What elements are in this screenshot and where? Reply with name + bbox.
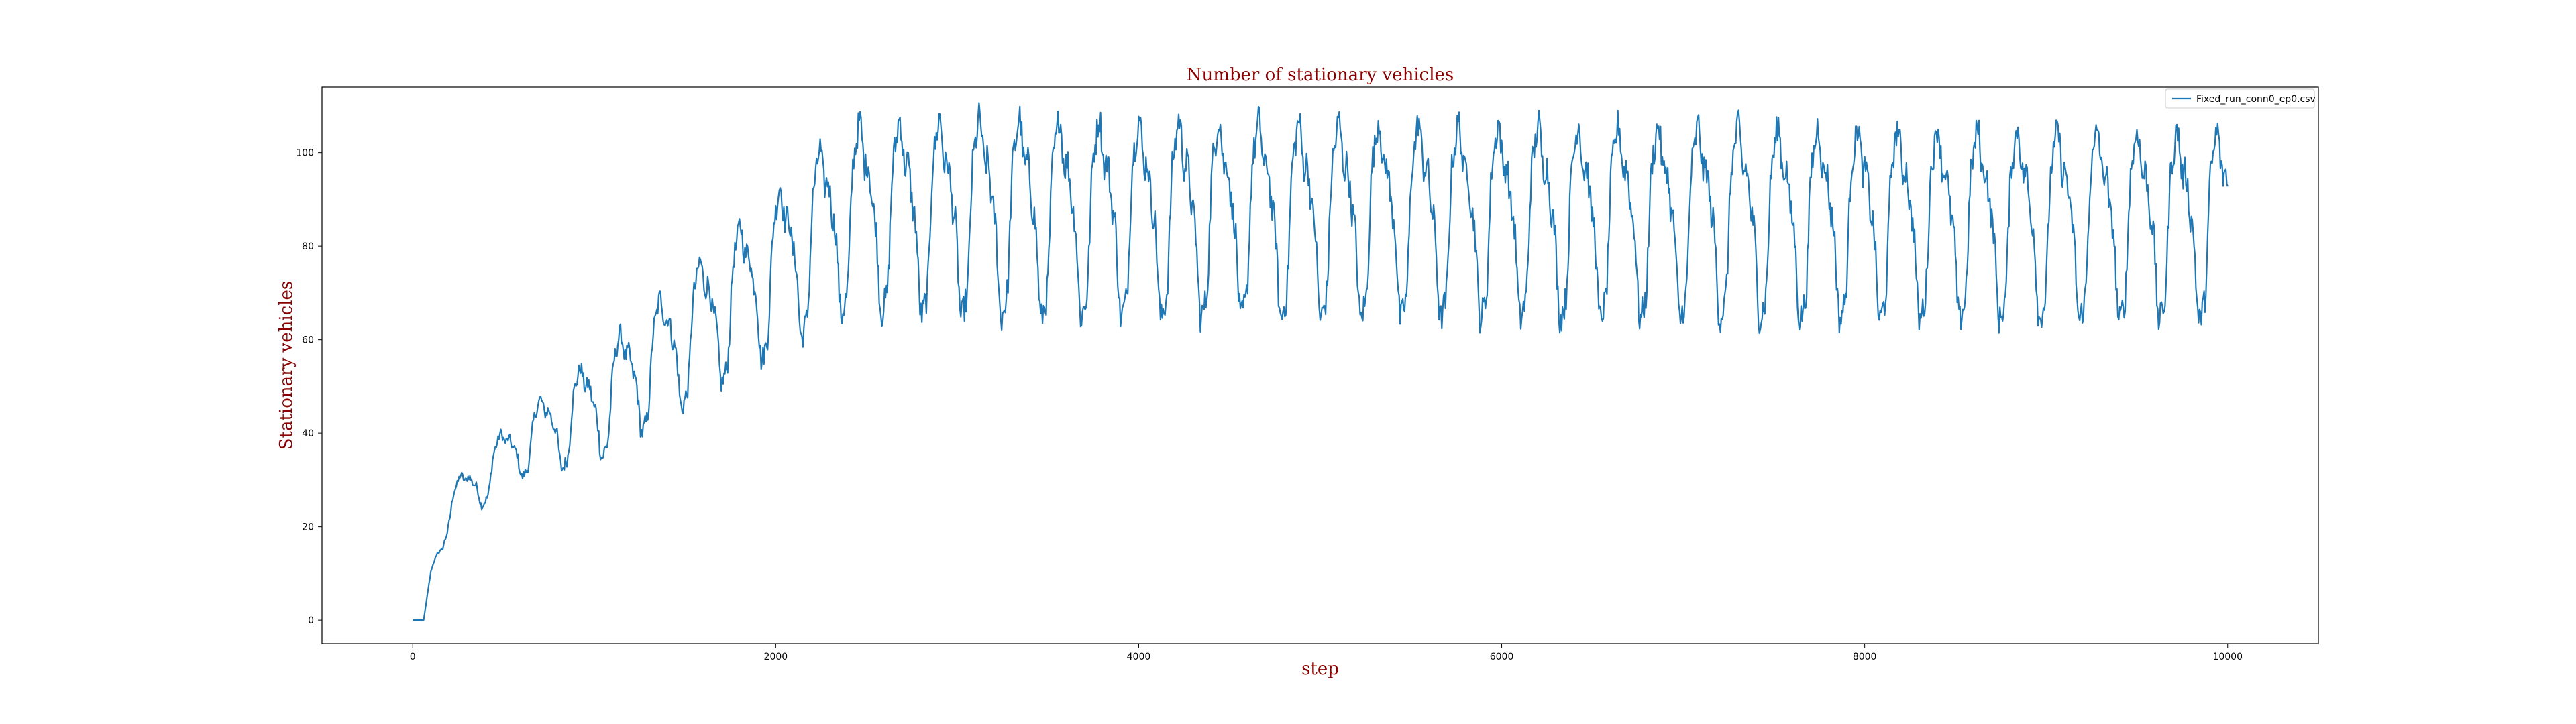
y-axis-ticks: 0 20 40 60 80 100 — [296, 148, 322, 626]
x-tick-label: 4000 — [1127, 652, 1151, 662]
x-tick-label: 10000 — [2212, 652, 2243, 662]
y-axis-label: Stationary vehicles — [276, 281, 297, 450]
x-tick-label: 6000 — [1490, 652, 1514, 662]
x-tick-label: 0 — [410, 652, 416, 662]
legend: Fixed_run_conn0_ep0.csv — [2165, 88, 2316, 109]
y-tick-label: 20 — [302, 522, 314, 533]
x-tick-label: 2000 — [764, 652, 788, 662]
legend-box — [2165, 88, 2315, 109]
x-axis-label: step — [1301, 659, 1339, 679]
y-tick-label: 100 — [296, 148, 314, 159]
y-tick-label: 80 — [302, 241, 314, 252]
y-tick-label: 40 — [302, 428, 314, 439]
chart-title: Number of stationary vehicles — [1187, 65, 1454, 85]
y-tick-label: 60 — [302, 335, 314, 346]
x-tick-label: 8000 — [1853, 652, 1877, 662]
plot-area-frame — [321, 86, 2319, 644]
x-axis-ticks: 0 2000 4000 6000 8000 10000 — [410, 644, 2243, 662]
y-tick-label: 0 — [308, 615, 314, 626]
series-line — [413, 102, 2229, 621]
legend-label: Fixed_run_conn0_ep0.csv — [2196, 94, 2316, 105]
